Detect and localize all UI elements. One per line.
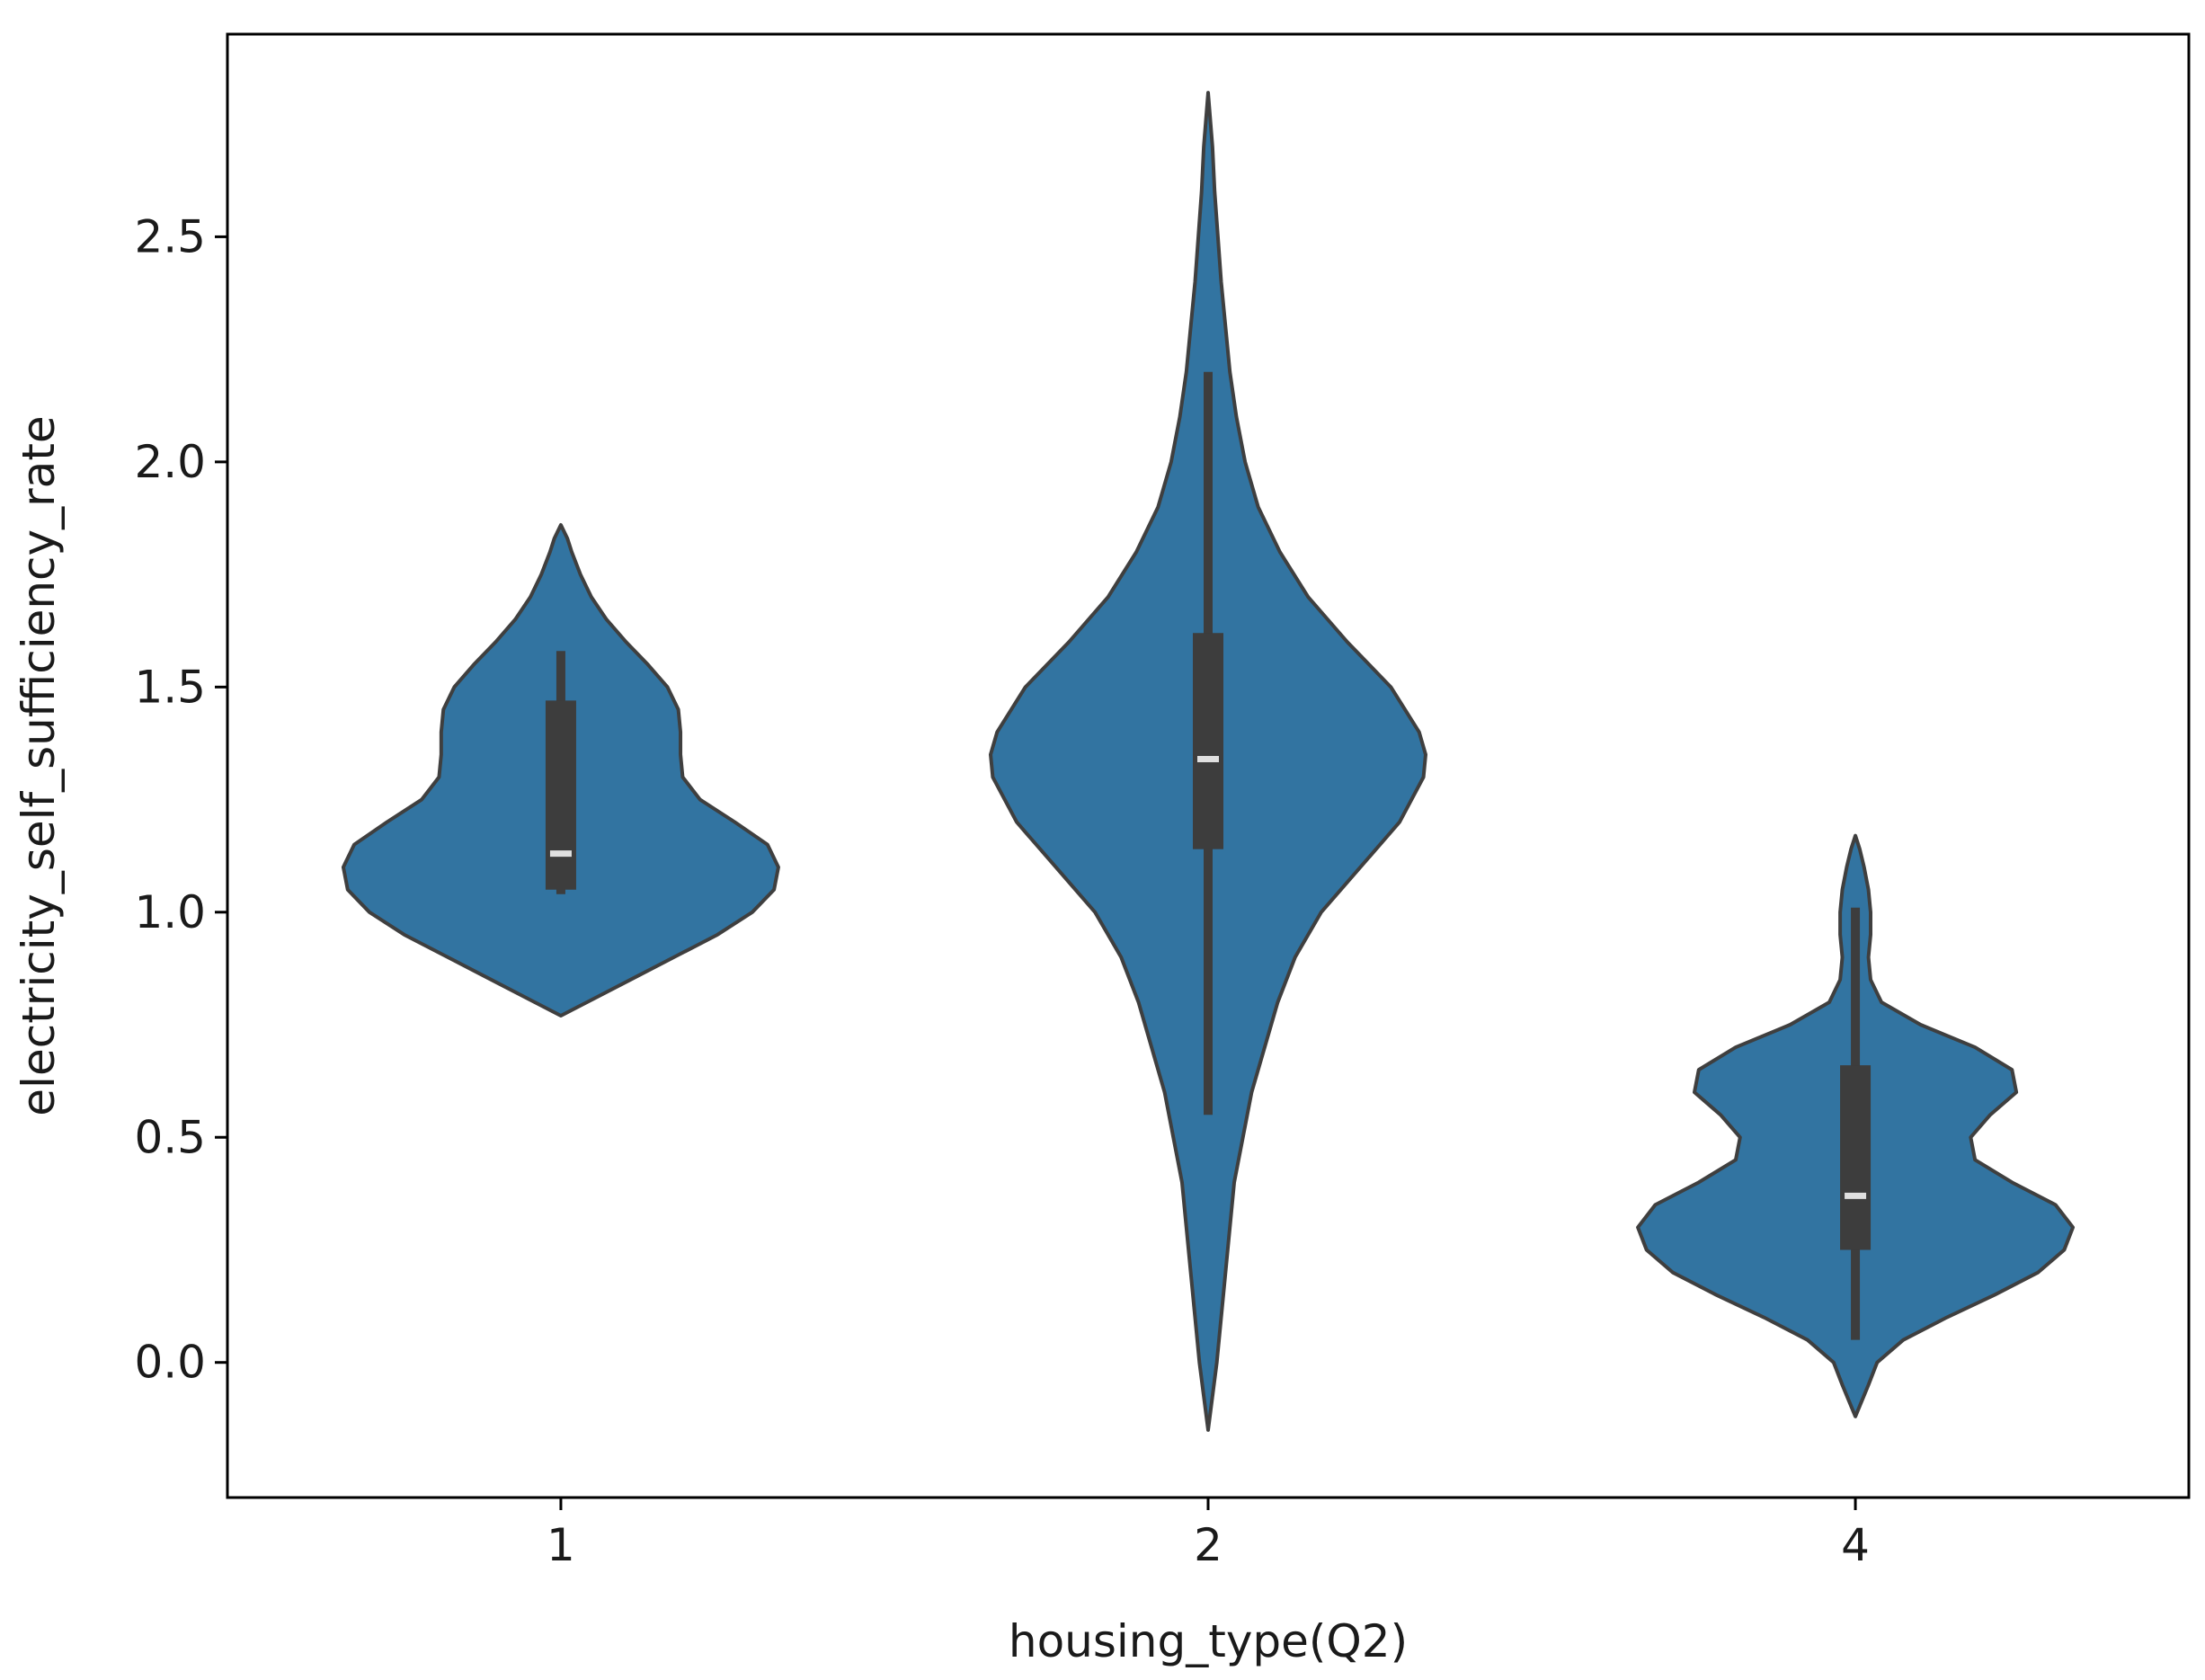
y-axis: 0.0 0.5 1.0 1.5 2.0 2.5 [134,210,227,1389]
violin-group-2 [989,91,1427,1432]
violin-group-4 [1636,833,2076,1418]
y-tick-label: 2.0 [134,436,206,488]
y-tick-label: 0.5 [134,1111,206,1163]
y-tick-label: 1.5 [134,661,206,713]
violins-layer [341,91,2076,1432]
x-axis: 1 2 4 [547,1498,1870,1571]
iqr-box-4 [1840,1065,1872,1250]
y-tick-label: 0.0 [134,1337,206,1389]
x-tick-label: 4 [1841,1519,1870,1571]
y-tick-label: 2.5 [134,210,206,262]
violin-group-1 [341,523,780,1018]
x-axis-label: housing_type(Q2) [1009,1615,1408,1667]
y-tick-label: 1.0 [134,886,206,938]
iqr-box-2 [1193,633,1223,849]
iqr-box-1 [545,700,576,890]
y-axis-label: electricity_self_sufficiency_rate [13,415,65,1116]
x-tick-label: 2 [1194,1519,1223,1571]
x-tick-label: 1 [547,1519,575,1571]
